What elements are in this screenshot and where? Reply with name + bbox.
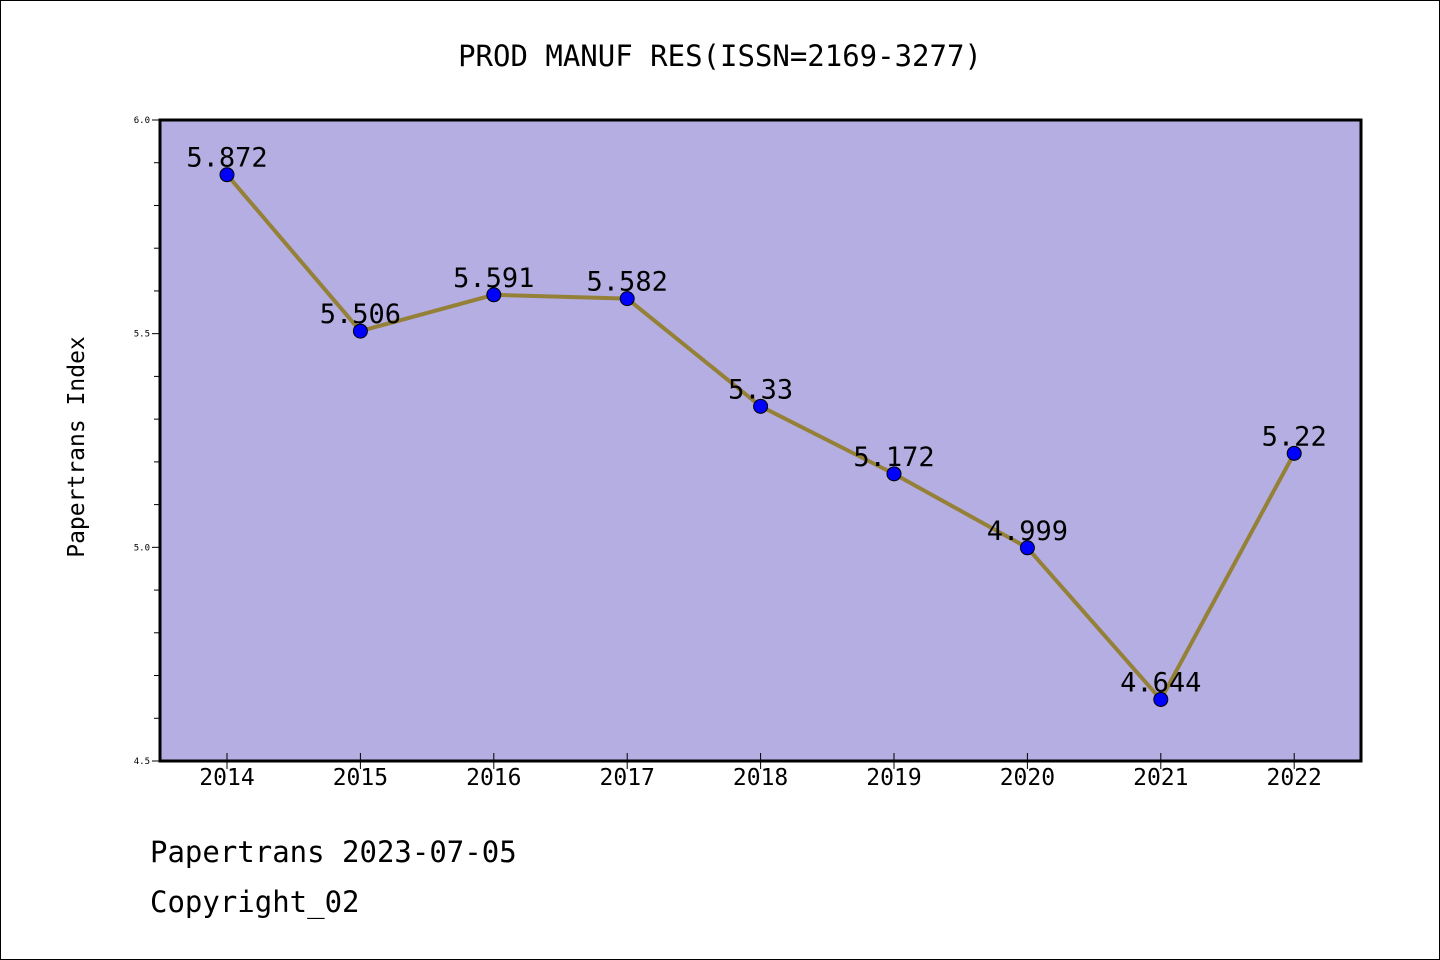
data-point bbox=[886, 466, 902, 482]
data-label: 5.172 bbox=[853, 442, 934, 473]
x-tick-label: 2019 bbox=[866, 765, 921, 791]
data-point bbox=[1019, 540, 1035, 556]
data-point bbox=[486, 287, 502, 303]
x-tick-label: 2017 bbox=[600, 765, 655, 791]
x-tick-label: 2018 bbox=[733, 765, 788, 791]
data-label: 5.872 bbox=[186, 143, 267, 174]
data-label: 4.644 bbox=[1120, 667, 1201, 698]
footer-date: Papertrans 2023-07-05 bbox=[150, 835, 517, 869]
data-label: 4.999 bbox=[987, 516, 1068, 547]
data-point bbox=[1153, 691, 1169, 707]
series-line-group: 5.872 5.506 5.591 5.582 5.33 5.172 4.999 4.644 5… bbox=[186, 143, 1327, 707]
data-point bbox=[753, 398, 769, 414]
y-axis: 4.5 5.0 5.5 6.0 bbox=[134, 116, 160, 767]
x-tick-label: 2015 bbox=[333, 765, 388, 791]
data-point bbox=[619, 291, 635, 307]
y-tick-label: 5.0 bbox=[134, 543, 150, 553]
footer-copyright: Copyright_02 bbox=[150, 885, 360, 919]
y-axis-label: Papertrans Index bbox=[64, 336, 90, 558]
data-point bbox=[1286, 445, 1302, 461]
plot-area bbox=[158, 118, 1363, 763]
data-label: 5.33 bbox=[728, 374, 793, 405]
data-point bbox=[219, 167, 235, 183]
chart-title: PROD MANUF RES(ISSN=2169-3277) bbox=[458, 39, 982, 73]
x-tick-label: 2020 bbox=[1000, 765, 1055, 791]
x-tick-label: 2021 bbox=[1133, 765, 1188, 791]
y-tick-label: 4.5 bbox=[134, 757, 150, 767]
x-axis: 2014 2015 2016 2017 2018 2019 2020 2021 2022 bbox=[199, 753, 1322, 791]
x-tick-label: 2016 bbox=[466, 765, 521, 791]
data-label: 5.591 bbox=[453, 263, 534, 294]
data-label: 5.22 bbox=[1262, 421, 1327, 452]
x-tick-label: 2022 bbox=[1267, 765, 1322, 791]
data-point bbox=[352, 323, 368, 339]
y-tick-label: 5.5 bbox=[134, 330, 150, 340]
data-label: 5.506 bbox=[320, 299, 401, 330]
data-label: 5.582 bbox=[587, 267, 668, 298]
y-tick-label: 6.0 bbox=[134, 116, 150, 126]
x-tick-label: 2014 bbox=[199, 765, 254, 791]
